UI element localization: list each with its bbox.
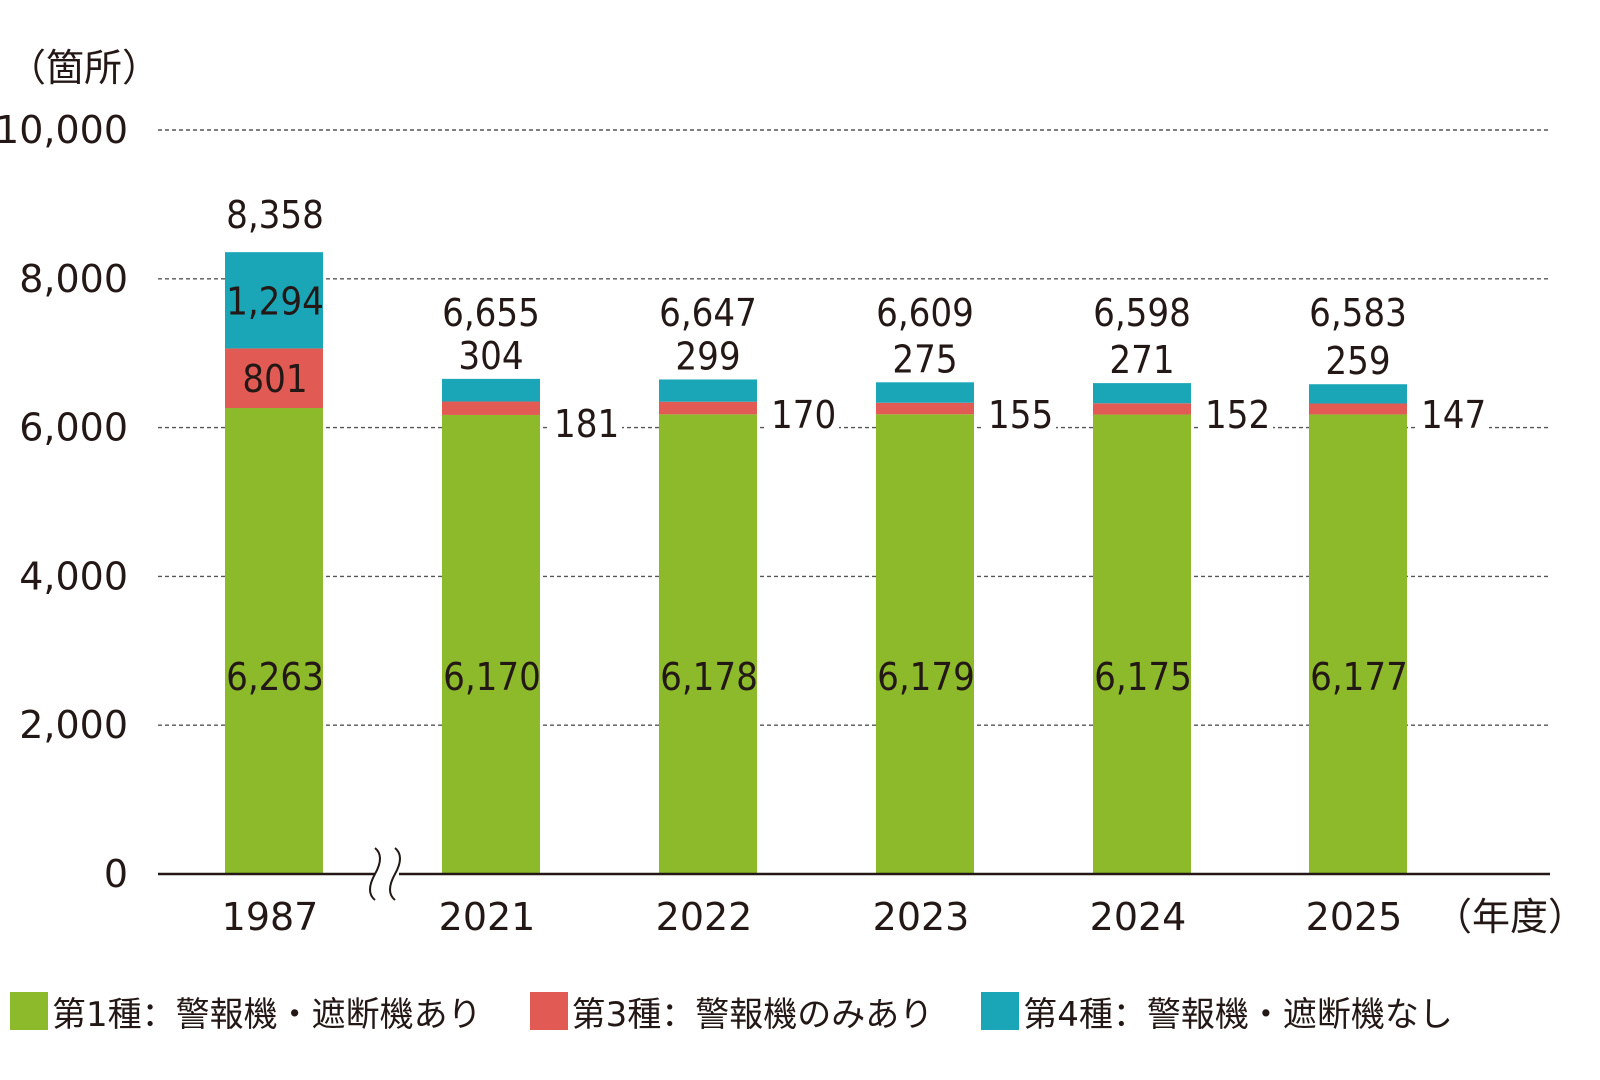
bar-segment [442, 378, 540, 402]
data-label: 304 [458, 334, 523, 378]
bar-segment [659, 379, 757, 402]
bar-segment [876, 382, 974, 403]
data-label: 6,263 [226, 655, 324, 699]
bar-segment [225, 348, 323, 409]
legend-label-type1: 第1種：警報機・遮断機あり [52, 994, 482, 1035]
data-label: 1,294 [226, 279, 324, 323]
legend-label-type3: 第3種：警報機のみあり [571, 994, 934, 1035]
data-label: 801 [242, 357, 307, 401]
total-label: 6,598 [1093, 291, 1191, 335]
y-tick-label: 4,000 [19, 554, 128, 598]
axis-break-mark [389, 847, 401, 901]
bar-segment [1093, 403, 1191, 415]
bar-segment [225, 252, 323, 349]
legend-swatch-type1 [10, 992, 48, 1030]
legend-label-type4: 第4種：警報機・遮断機なし [1023, 994, 1453, 1035]
bar-segment [1309, 384, 1407, 404]
bar-segment [1093, 414, 1191, 874]
data-label: 155 [988, 393, 1053, 437]
bar-segment [442, 414, 540, 874]
data-label: 6,170 [443, 655, 541, 699]
label-backing [548, 400, 622, 446]
x-tick-label: 2021 [439, 895, 536, 939]
data-label: 6,178 [660, 655, 758, 699]
legend-swatch-type3 [529, 992, 568, 1030]
label-backing [1415, 400, 1489, 446]
legend-item-type1: 第1種：警報機・遮断機あり [10, 987, 482, 1036]
data-label: 299 [675, 334, 740, 378]
y-axis-unit-label: （箇所） [8, 46, 160, 90]
y-tick-label: 0 [104, 852, 128, 896]
legend-swatch-type4 [981, 992, 1020, 1030]
axis-break-mark [369, 847, 381, 901]
y-tick-label: 8,000 [19, 257, 128, 301]
bars [225, 252, 1407, 874]
x-tick-label: 1987 [222, 895, 319, 939]
bar-segment [1309, 414, 1407, 874]
label-backing [765, 400, 839, 446]
legend-item-type3: 第3種：警報機のみあり [529, 987, 934, 1036]
bar-segment [1093, 383, 1191, 404]
bar-segment [876, 402, 974, 415]
total-label: 6,655 [442, 291, 540, 335]
data-label: 6,177 [1310, 655, 1408, 699]
data-label: 147 [1421, 393, 1486, 437]
y-tick-label: 6,000 [19, 406, 128, 450]
axes: 0 2,000 4,000 6,000 8,000 10,000 1987 2021 2022 2… [0, 108, 1550, 939]
bar-segment [442, 401, 540, 415]
legend: 第1種：警報機・遮断機あり 第3種：警報機のみあり 第4種：警報機・遮断機なし [10, 986, 1600, 1036]
x-tick-label: 2024 [1090, 895, 1187, 939]
bar-segment [659, 401, 757, 415]
total-label: 8,358 [226, 193, 324, 237]
bar-segment [1309, 403, 1407, 415]
x-tick-label: 2023 [873, 895, 970, 939]
x-tick-label: 2022 [656, 895, 753, 939]
total-label: 6,647 [659, 291, 757, 335]
total-label: 6,609 [876, 291, 974, 335]
data-label: 152 [1205, 393, 1270, 437]
bar-segment [876, 414, 974, 874]
label-backing [1199, 400, 1273, 446]
data-label: 271 [1109, 338, 1174, 382]
bar-segment [659, 414, 757, 874]
data-label: 275 [892, 337, 957, 381]
data-label: 259 [1325, 339, 1390, 383]
legend-item-type4: 第4種：警報機・遮断機なし [981, 987, 1453, 1036]
x-tick-label: 2025 [1306, 895, 1403, 939]
data-label: 6,179 [877, 655, 975, 699]
y-tick-label: 10,000 [0, 108, 128, 152]
label-backing [982, 400, 1056, 446]
data-label: 6,175 [1094, 655, 1192, 699]
grid-lines [158, 129, 1550, 726]
x-axis-unit-label: （年度） [1434, 895, 1586, 939]
data-label: 170 [771, 393, 836, 437]
total-label: 6,583 [1309, 291, 1407, 335]
y-tick-label: 2,000 [19, 703, 128, 747]
data-label: 181 [554, 402, 619, 446]
bar-segment [225, 408, 323, 874]
